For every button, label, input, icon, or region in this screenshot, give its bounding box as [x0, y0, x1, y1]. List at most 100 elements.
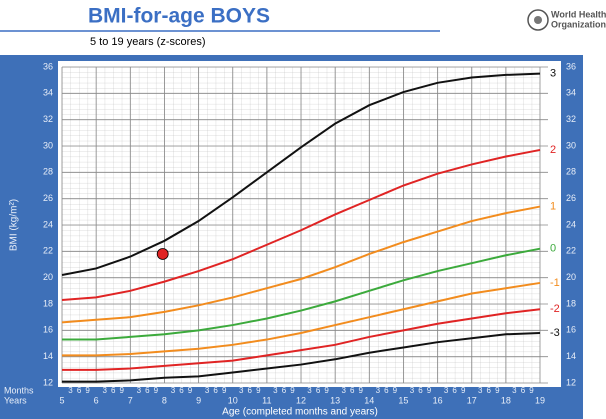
- y-tick-label-right: 32: [566, 114, 576, 124]
- month-tick-label: 6: [316, 386, 321, 395]
- y-tick-label: 26: [43, 193, 53, 203]
- y-tick-label-right: 22: [566, 246, 576, 256]
- month-tick-label: 9: [495, 386, 500, 395]
- x-axis-label: Age (completed months and years): [222, 407, 378, 418]
- month-tick-label: 9: [359, 386, 364, 395]
- z-score-label: 1: [550, 200, 556, 212]
- z-score-label: -1: [550, 277, 560, 289]
- x-tick-label: 16: [433, 395, 443, 405]
- y-tick-label-right: 14: [566, 351, 576, 361]
- y-tick-label: 20: [43, 272, 53, 282]
- month-tick-label: 6: [282, 386, 287, 395]
- month-tick-label: 9: [188, 386, 193, 395]
- month-tick-label: 3: [68, 386, 73, 395]
- y-tick-label: 14: [43, 351, 53, 361]
- x-tick-label: 14: [364, 395, 374, 405]
- y-tick-label: 36: [43, 61, 53, 71]
- month-tick-label: 6: [521, 386, 526, 395]
- month-tick-label: 6: [77, 386, 82, 395]
- z-score-line: [62, 331, 541, 383]
- month-tick-label: 3: [102, 386, 107, 395]
- z-score-line: [61, 72, 541, 277]
- y-tick-label: 34: [43, 88, 53, 98]
- x-tick-label: 11: [262, 395, 271, 405]
- month-tick-label: 6: [145, 386, 150, 395]
- month-tick-label: 6: [179, 386, 184, 395]
- month-tick-label: 9: [120, 386, 125, 395]
- month-tick-label: 6: [350, 386, 355, 395]
- y-tick-label-right: 24: [566, 219, 576, 229]
- y-tick-label-right: 26: [566, 193, 576, 203]
- x-tick-label: 15: [398, 395, 408, 405]
- y-axis-label: BMI (kg/m²): [9, 199, 20, 251]
- z-score-line: [62, 308, 541, 371]
- month-tick-label: 9: [154, 386, 159, 395]
- y-tick-label-right: 12: [566, 377, 576, 387]
- x-tick-label: 19: [535, 395, 545, 405]
- z-score-label: 0: [550, 243, 556, 255]
- y-tick-label: 16: [43, 325, 53, 335]
- logo-text: Organization: [551, 19, 606, 29]
- x-tick-label: 6: [94, 395, 99, 405]
- month-tick-label: 3: [478, 386, 483, 395]
- month-tick-label: 3: [171, 386, 176, 395]
- data-point: [156, 248, 169, 260]
- y-tick-label-right: 20: [566, 272, 576, 282]
- month-tick-label: 9: [461, 386, 466, 395]
- x-tick-label: 10: [228, 395, 238, 405]
- title: BMI-for-age BOYS: [88, 5, 270, 28]
- z-score-line: [62, 281, 541, 357]
- month-tick-label: 6: [418, 386, 423, 395]
- z-score-line: [62, 247, 541, 341]
- y-tick-label: 30: [43, 140, 53, 150]
- x-tick-label: 18: [501, 395, 511, 405]
- month-tick-label: 3: [512, 386, 517, 395]
- month-tick-label: 6: [248, 386, 253, 395]
- y-tick-label: 32: [43, 114, 53, 124]
- y-tick-label: 18: [43, 298, 53, 308]
- logo-globe: [534, 16, 542, 24]
- month-tick-label: 9: [290, 386, 295, 395]
- z-score-label: 3: [550, 67, 556, 79]
- month-tick-label: 3: [376, 386, 381, 395]
- month-tick-label: 9: [85, 386, 90, 395]
- y-tick-label-right: 18: [566, 298, 576, 308]
- z-score-line: [61, 148, 541, 302]
- y-tick-label-right: 34: [566, 88, 576, 98]
- month-tick-label: 9: [324, 386, 329, 395]
- months-row-label: Months: [4, 385, 34, 395]
- z-score-line: [61, 205, 541, 324]
- month-tick-label: 3: [273, 386, 278, 395]
- month-tick-label: 9: [256, 386, 261, 395]
- y-tick-label: 28: [43, 167, 53, 177]
- month-tick-label: 6: [452, 386, 457, 395]
- month-tick-label: 9: [427, 386, 432, 395]
- month-tick-label: 6: [111, 386, 116, 395]
- month-tick-label: 6: [213, 386, 218, 395]
- month-tick-label: 9: [529, 386, 534, 395]
- y-tick-label: 24: [43, 219, 53, 229]
- month-tick-label: 9: [393, 386, 398, 395]
- month-tick-label: 3: [239, 386, 244, 395]
- z-score-label: 2: [550, 144, 556, 156]
- z-score-label: -2: [550, 303, 560, 315]
- month-tick-label: 3: [205, 386, 210, 395]
- x-tick-label: 5: [59, 395, 64, 405]
- x-tick-label: 7: [128, 395, 133, 405]
- x-tick-label: 9: [196, 395, 201, 405]
- y-tick-label-right: 30: [566, 140, 576, 150]
- month-tick-label: 6: [487, 386, 492, 395]
- y-tick-label-right: 28: [566, 167, 576, 177]
- x-tick-label: 12: [296, 395, 306, 405]
- logo-text: World Health: [551, 9, 606, 19]
- month-tick-label: 6: [384, 386, 389, 395]
- y-tick-label-right: 36: [566, 61, 576, 71]
- month-tick-label: 9: [222, 386, 227, 395]
- y-tick-label: 22: [43, 246, 53, 256]
- x-tick-label: 13: [330, 395, 340, 405]
- month-tick-label: 3: [307, 386, 312, 395]
- y-tick-label-right: 16: [566, 325, 576, 335]
- y-tick-label: 12: [43, 377, 53, 387]
